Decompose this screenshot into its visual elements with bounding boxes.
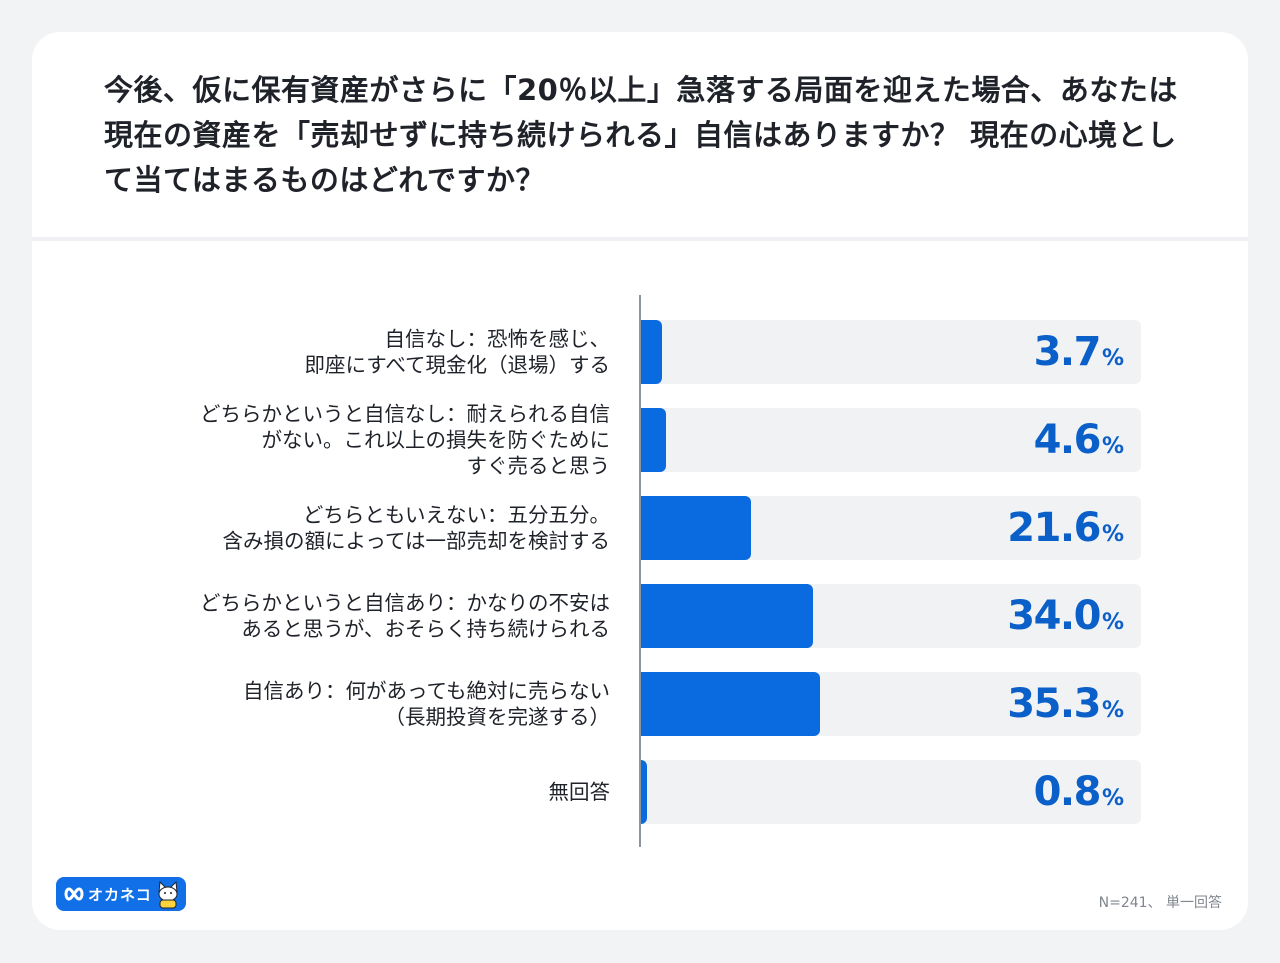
category-label-line: どちらかというと自信なし：耐えられる自信 bbox=[200, 402, 610, 426]
bar-track bbox=[641, 320, 1141, 384]
category-label-line: 即座にすべて現金化（退場）する bbox=[304, 353, 610, 377]
category-label-line: 自信なし：恐怖を感じ、 bbox=[384, 327, 611, 351]
okaneko-logo: オカネコ bbox=[56, 877, 186, 911]
data-label: 4.6% bbox=[1034, 417, 1124, 463]
data-label: 34.0% bbox=[1007, 593, 1124, 639]
bar bbox=[641, 320, 662, 384]
category-label-line: （長期投資を完遂する） bbox=[384, 705, 611, 729]
data-label-unit: % bbox=[1101, 698, 1124, 723]
bar bbox=[641, 760, 647, 824]
data-label-value: 21.6 bbox=[1007, 505, 1101, 551]
data-label-value: 3.7 bbox=[1033, 329, 1102, 375]
bar-row: どちらかというと自信なし：耐えられる自信 がない。これ以上の損失を防ぐために すぐ売… bbox=[32, 402, 1248, 478]
data-label-value: 4.6 bbox=[1033, 417, 1102, 463]
data-label: 0.8% bbox=[1034, 769, 1124, 815]
infinity-icon bbox=[64, 887, 84, 901]
category-label: どちらかというと自信なし：耐えられる自信 がない。これ以上の損失を防ぐために すぐ売… bbox=[90, 401, 610, 479]
bar-row: 無回答 0.8% bbox=[32, 760, 1248, 824]
category-label-line: がない。これ以上の損失を防ぐために bbox=[261, 428, 611, 452]
category-label-line: どちらともいえない：五分五分。 bbox=[302, 503, 610, 527]
data-label-unit: % bbox=[1101, 786, 1124, 811]
data-label-unit: % bbox=[1101, 434, 1124, 459]
bar-track bbox=[641, 760, 1141, 824]
data-label-unit: % bbox=[1101, 522, 1124, 547]
title-area: 今後、仮に保有資産がさらに「20％以上」急落する局面を迎えた場合、あなたは現在の… bbox=[32, 32, 1248, 241]
bar bbox=[641, 496, 751, 560]
bar bbox=[641, 408, 666, 472]
category-label: どちらともいえない：五分五分。 含み損の額によっては一部売却を検討する bbox=[90, 502, 610, 554]
category-label-line: どちらかというと自信あり：かなりの不安は bbox=[200, 591, 610, 615]
category-label-line: 含み損の額によっては一部売却を検討する bbox=[222, 529, 610, 553]
data-label-value: 34.0 bbox=[1007, 593, 1101, 639]
data-label: 3.7% bbox=[1034, 329, 1124, 375]
bar bbox=[641, 672, 820, 736]
category-label: 自信なし：恐怖を感じ、 即座にすべて現金化（退場）する bbox=[90, 326, 610, 378]
data-label-unit: % bbox=[1101, 346, 1124, 371]
bar-row: どちらともいえない：五分五分。 含み損の額によっては一部売却を検討する 21.6% bbox=[32, 496, 1248, 560]
logo-text: オカネコ bbox=[88, 885, 152, 904]
category-label-line: 無回答 bbox=[548, 780, 611, 804]
category-label-line: あると思うが、おそらく持ち続けられる bbox=[241, 617, 610, 641]
data-label-unit: % bbox=[1101, 610, 1124, 635]
bar-row: 自信なし：恐怖を感じ、 即座にすべて現金化（退場）する 3.7% bbox=[32, 320, 1248, 384]
bar-chart: 自信なし：恐怖を感じ、 即座にすべて現金化（退場）する 3.7% どちらかというと自信… bbox=[32, 241, 1248, 930]
category-label: 無回答 bbox=[90, 779, 611, 805]
category-label: 自信あり：何があっても絶対に売らない （長期投資を完遂する） bbox=[90, 678, 610, 730]
cat-mascot-icon bbox=[158, 880, 178, 909]
bar-track bbox=[641, 408, 1141, 472]
data-label-value: 35.3 bbox=[1007, 681, 1101, 727]
category-label-line: 自信あり：何があっても絶対に売らない bbox=[243, 679, 610, 703]
bar bbox=[641, 584, 813, 648]
bar-row: どちらかというと自信あり：かなりの不安は あると思うが、おそらく持ち続けられる 34… bbox=[32, 584, 1248, 648]
data-label-value: 0.8 bbox=[1033, 769, 1102, 815]
data-label: 21.6% bbox=[1007, 505, 1124, 551]
chart-title: 今後、仮に保有資産がさらに「20％以上」急落する局面を迎えた場合、あなたは現在の… bbox=[104, 73, 1178, 197]
category-axis-line bbox=[639, 295, 641, 847]
survey-card: 今後、仮に保有資産がさらに「20％以上」急落する局面を迎えた場合、あなたは現在の… bbox=[32, 32, 1248, 930]
category-label: どちらかというと自信あり：かなりの不安は あると思うが、おそらく持ち続けられる bbox=[90, 590, 610, 642]
sample-note: N=241、 単一回答 bbox=[1098, 895, 1222, 911]
category-label-line: すぐ売ると思う bbox=[466, 454, 611, 478]
data-label: 35.3% bbox=[1007, 681, 1124, 727]
bar-row: 自信あり：何があっても絶対に売らない （長期投資を完遂する） 35.3% bbox=[32, 672, 1248, 736]
